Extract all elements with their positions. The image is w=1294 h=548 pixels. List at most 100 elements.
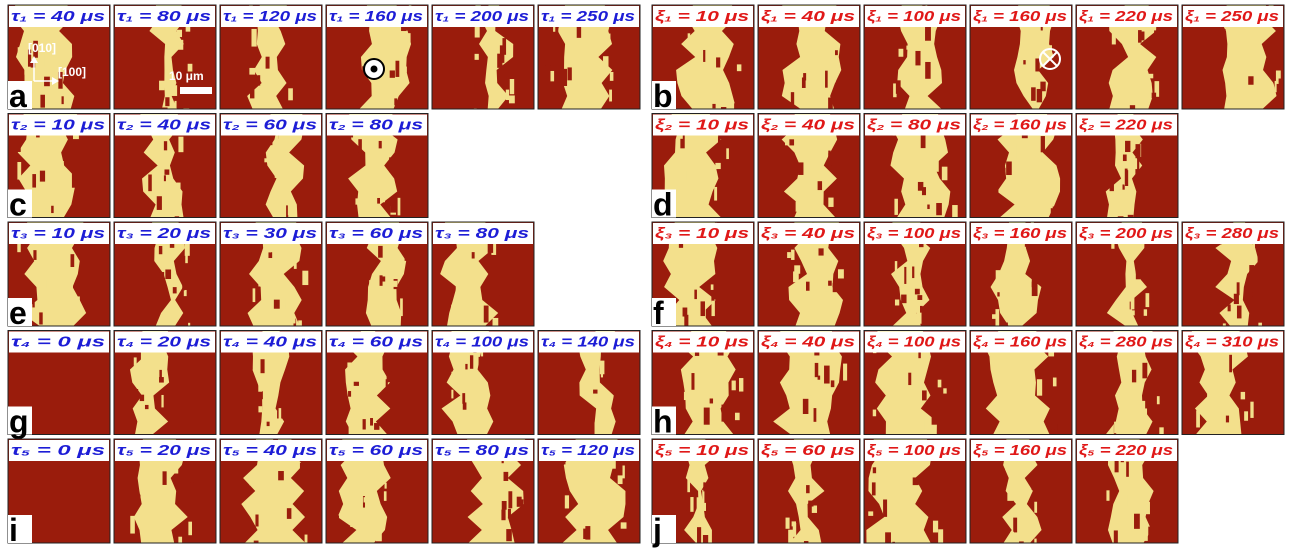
domain-fleck — [157, 196, 162, 210]
frame-label: τ₂ = 80 μs — [329, 116, 423, 133]
frame-label: ξ₃ = 280 μs — [1185, 225, 1279, 242]
domain-fleck — [711, 301, 714, 316]
domain-fleck — [828, 153, 831, 167]
domain-fleck — [1106, 490, 1109, 500]
domain-fleck — [470, 402, 475, 416]
frame-label: τ₂ = 40 μs — [117, 116, 211, 133]
domain-fleck — [997, 292, 999, 296]
panel-label: h — [653, 404, 673, 440]
domain-fleck — [1144, 534, 1148, 540]
frame: ξ₂ = 40 μs — [758, 114, 860, 218]
domain-fleck — [721, 192, 724, 208]
domain-fleck — [136, 389, 139, 393]
domain-fleck — [1237, 282, 1240, 295]
domain-fleck — [703, 50, 705, 62]
domain-fleck — [1275, 81, 1277, 92]
domain-fleck — [1126, 462, 1129, 477]
scale-bar — [180, 87, 212, 94]
domain-fleck — [1110, 178, 1114, 191]
domain-fleck — [279, 408, 282, 419]
domain-fleck — [709, 477, 713, 485]
domain-fleck — [614, 385, 620, 397]
domain-fleck — [593, 390, 597, 394]
frame-label: ξ₄ = 100 μs — [867, 333, 961, 350]
domain-fleck — [355, 198, 359, 204]
domain-fleck — [287, 58, 289, 65]
frame-label: ξ₅ = 100 μs — [867, 442, 961, 459]
domain-fleck — [1226, 416, 1229, 423]
domain-fleck — [84, 256, 88, 273]
domain-fleck — [938, 380, 942, 388]
domain-fleck — [942, 167, 948, 181]
domain-fleck — [912, 267, 914, 279]
frame: ξ₅ = 60 μs — [758, 439, 860, 548]
panel-label: b — [653, 78, 673, 114]
frame: τ₃ = 80 μs — [432, 222, 534, 330]
domain-fleck — [810, 167, 813, 172]
domain-fleck — [568, 67, 572, 80]
frame-label: ξ₄ = 280 μs — [1079, 333, 1173, 350]
domain-fleck — [798, 162, 803, 175]
domain-fleck — [1244, 42, 1249, 53]
domain-fleck — [376, 529, 382, 542]
domain-fleck — [600, 489, 605, 501]
domain-fleck — [506, 529, 512, 541]
domain-fleck — [72, 170, 78, 188]
domain-fleck — [389, 157, 392, 172]
frame: τ₅ = 0 μsi — [8, 439, 110, 548]
domain-fleck — [465, 506, 468, 522]
frame: ξ₂ = 10 μsd — [652, 114, 754, 223]
domain-fleck — [167, 461, 170, 476]
domain-fleck — [386, 379, 388, 392]
domain-fleck — [520, 499, 524, 506]
domain-fleck — [927, 205, 929, 210]
frame: τ₂ = 60 μs — [220, 114, 322, 228]
frame-label: τ₄ = 60 μs — [329, 333, 423, 350]
domain-fleck — [17, 138, 21, 152]
domain-fleck — [283, 100, 289, 114]
domain-fleck — [502, 38, 506, 55]
domain-fleck — [1135, 144, 1140, 158]
domain-fleck — [768, 401, 770, 411]
domain-fleck — [814, 286, 819, 303]
domain-fleck — [258, 280, 263, 286]
domain-fleck — [1034, 182, 1039, 188]
frame-label: ξ₁ = 160 μs — [973, 8, 1067, 25]
frame: ξ₂ = 80 μs — [864, 114, 966, 225]
panel: ξ₃ = 10 μsfξ₃ = 40 μsξ₃ = 100 μsξ₃ = 160… — [652, 222, 1284, 338]
domain-fleck — [130, 516, 135, 534]
domain-fleck — [1041, 136, 1045, 152]
frame: ξ₅ = 220 μs — [1076, 439, 1178, 545]
domain-fleck — [1130, 310, 1135, 315]
domain-fleck — [178, 57, 180, 63]
domain-fleck — [300, 463, 304, 476]
domain-fleck — [1244, 411, 1248, 420]
domain-fleck — [368, 514, 371, 524]
domain-fleck — [17, 162, 21, 180]
domain-fleck — [563, 69, 567, 86]
panel: τ₃ = 10 μseτ₃ = 20 μsτ₃ = 30 μsτ₃ = 60 μ… — [8, 222, 534, 340]
domain-fleck — [791, 250, 794, 260]
domain-fleck — [396, 270, 398, 274]
frame-label: ξ₃ = 200 μs — [1079, 225, 1173, 242]
domain-fleck — [932, 416, 938, 425]
domain-fleck — [385, 483, 387, 489]
frame-label: τ₄ = 100 μs — [435, 333, 529, 350]
domain-fleck — [797, 75, 801, 79]
domain-fleck — [714, 187, 717, 201]
domain-fleck — [264, 158, 268, 162]
domain-fleck — [678, 149, 682, 157]
domain-fleck — [821, 80, 824, 96]
domain-fleck — [145, 405, 149, 409]
panel-label: e — [9, 295, 27, 331]
domain-fleck — [1001, 168, 1006, 174]
domain-fleck — [146, 353, 148, 359]
axis-label: [010] — [28, 41, 56, 55]
domain-fleck — [796, 202, 800, 212]
domain-fleck — [363, 497, 365, 502]
domain-fleck — [943, 388, 946, 393]
domain-fleck — [161, 395, 163, 407]
domain-fleck — [288, 88, 293, 100]
figure: τ₁ = 40 μsa[010][100]τ₁ = 80 μs10 μmτ₁ =… — [0, 0, 1294, 548]
domain-fleck — [1237, 306, 1242, 319]
